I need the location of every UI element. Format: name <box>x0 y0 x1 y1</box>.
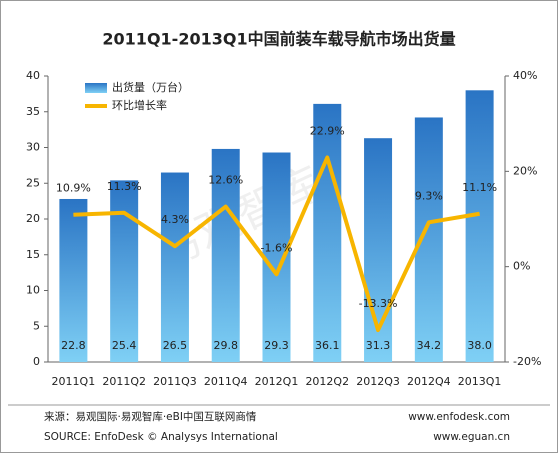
y-tick-label: 0 <box>33 355 40 368</box>
y-tick-label: 30 <box>26 141 40 154</box>
y2-tick-label: 0% <box>513 260 530 273</box>
bar-value-label: 25.4 <box>112 339 137 352</box>
line-value-label: 4.3% <box>161 213 189 226</box>
y-tick-label: 40 <box>26 69 40 82</box>
y2-tick-label: 40% <box>513 69 537 82</box>
bar-value-label: 29.8 <box>213 339 238 352</box>
url: www.enfodesk.com <box>408 411 510 423</box>
bar-value-label: 22.8 <box>61 339 86 352</box>
line-value-label: -1.6% <box>261 241 293 254</box>
chart-title: 2011Q1-2013Q1中国前装车载导航市场出货量 <box>102 30 455 49</box>
line-value-label: 22.9% <box>310 125 345 138</box>
y-tick-label: 35 <box>26 105 40 118</box>
bar-value-label: 31.3 <box>366 339 391 352</box>
line-value-label: 11.3% <box>107 180 142 193</box>
x-tick-label: 2011Q4 <box>204 375 248 388</box>
bar <box>59 198 88 362</box>
y2-tick-label: 20% <box>513 164 537 177</box>
bar <box>211 148 240 362</box>
y-tick-label: 15 <box>26 248 40 261</box>
legend-swatch <box>85 83 107 93</box>
y2-tick-label: -20% <box>513 355 541 368</box>
line-value-label: 9.3% <box>415 189 443 202</box>
x-tick-label: 2012Q1 <box>255 375 299 388</box>
x-tick-label: 2012Q3 <box>356 375 400 388</box>
bar-value-label: 29.3 <box>264 339 289 352</box>
x-tick-label: 2011Q2 <box>102 375 146 388</box>
line-value-label: 11.1% <box>462 181 497 194</box>
bar <box>110 180 139 362</box>
bar <box>313 103 342 362</box>
legend-label: 环比增长率 <box>112 98 167 112</box>
bar <box>262 152 291 362</box>
line-value-label: -13.3% <box>359 297 398 310</box>
x-tick-label: 2013Q1 <box>458 375 502 388</box>
source: 来源：易观国际·易观智库·eBI中国互联网商情 <box>44 410 257 423</box>
x-tick-label: 2012Q4 <box>407 375 451 388</box>
bar-value-label: 38.0 <box>467 339 492 352</box>
line-value-label: 10.9% <box>56 182 91 195</box>
y-tick-label: 25 <box>26 176 40 189</box>
url: www.eguan.cn <box>433 431 510 443</box>
bar <box>465 90 494 363</box>
bar <box>160 172 189 362</box>
y-tick-label: 20 <box>26 212 40 225</box>
source-en: SOURCE: EnfoDesk © Analysys Internationa… <box>44 431 278 443</box>
line <box>73 155 480 333</box>
bar-value-label: 36.1 <box>315 339 340 352</box>
x-tick-label: 2011Q1 <box>52 375 96 388</box>
bar-value-label: 26.5 <box>163 339 188 352</box>
line-value-label: 12.6% <box>208 174 243 187</box>
bar-value-label: 34.2 <box>417 339 442 352</box>
legend-label: 出货量（万台） <box>112 80 189 94</box>
x-tick-label: 2012Q2 <box>305 375 349 388</box>
y-tick-label: 10 <box>26 284 40 297</box>
y-tick-label: 5 <box>33 319 40 332</box>
x-tick-label: 2011Q3 <box>153 375 197 388</box>
